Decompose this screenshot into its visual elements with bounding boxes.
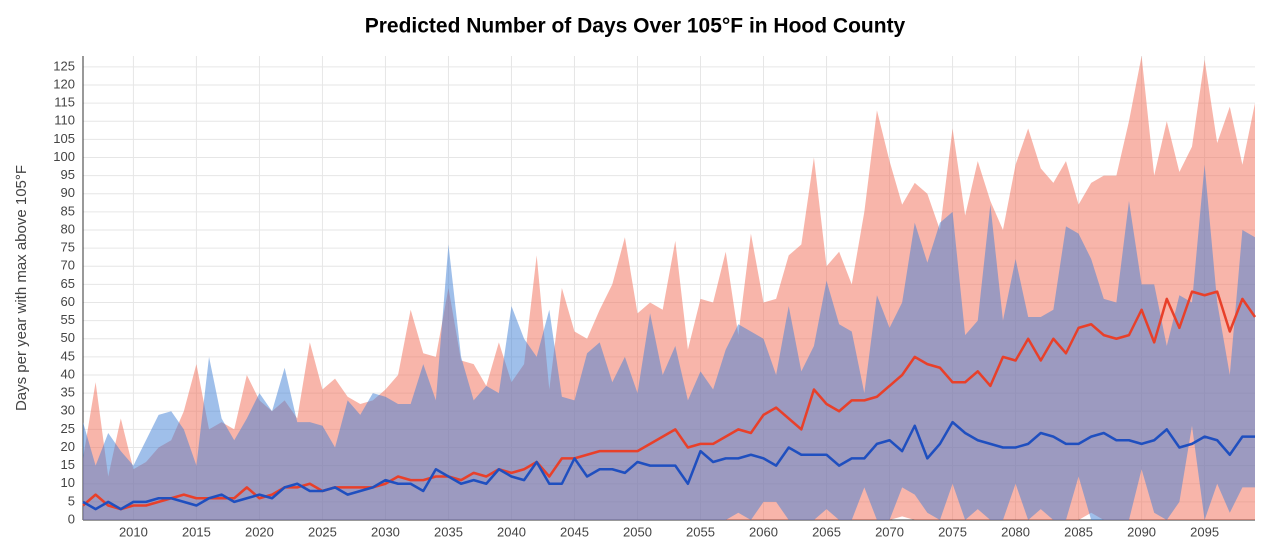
- x-tick-label: 2050: [623, 524, 652, 539]
- x-tick-label: 2020: [245, 524, 274, 539]
- x-tick-label: 2065: [812, 524, 841, 539]
- y-tick-label: 45: [61, 348, 75, 363]
- y-tick-label: 110: [54, 113, 75, 128]
- y-tick-label: 35: [61, 385, 75, 400]
- mean-line: [82, 290, 1257, 511]
- y-tick-label: 95: [61, 167, 75, 182]
- y-tick-label: 50: [61, 330, 75, 345]
- y-tick-label: 125: [53, 58, 75, 73]
- y-tick-label: 60: [61, 294, 75, 309]
- y-tick-label: 40: [61, 366, 75, 381]
- y-tick-label: 0: [68, 511, 75, 526]
- y-tick-label: 85: [61, 203, 75, 218]
- y-tick-label: 80: [61, 221, 75, 236]
- y-tick-label: 30: [61, 403, 75, 418]
- chart-title: Predicted Number of Days Over 105°F in H…: [365, 15, 906, 38]
- y-tick-label: 55: [61, 312, 75, 327]
- y-tick-label: 25: [61, 421, 75, 436]
- x-tick-label: 2060: [749, 524, 778, 539]
- x-tick-label: 2090: [1127, 524, 1156, 539]
- y-tick-label: 75: [61, 240, 75, 255]
- y-tick-label: 10: [61, 475, 75, 490]
- y-tick-label: 15: [61, 457, 75, 472]
- y-tick-label: 105: [53, 131, 75, 146]
- x-tick-label: 2035: [434, 524, 463, 539]
- y-tick-label: 100: [53, 149, 75, 164]
- x-tick-label: 2030: [371, 524, 400, 539]
- x-tick-label: 2040: [497, 524, 526, 539]
- x-tick-label: 2055: [686, 524, 715, 539]
- y-tick-label: 20: [61, 439, 75, 454]
- mean-line: [82, 420, 1255, 511]
- x-tick-label: 2080: [1001, 524, 1030, 539]
- y-tick-label: 5: [68, 493, 75, 508]
- y-axis-label: Days per year with max above 105°F: [13, 165, 30, 411]
- y-tick-label: 120: [53, 76, 75, 91]
- x-tick-label: 2045: [560, 524, 589, 539]
- x-tick-label: 2025: [308, 524, 337, 539]
- x-tick-label: 2095: [1190, 524, 1219, 539]
- x-tick-label: 2015: [182, 524, 211, 539]
- x-tick-label: 2085: [1064, 524, 1093, 539]
- y-tick-label: 65: [61, 276, 75, 291]
- x-tick-label: 2010: [119, 524, 148, 539]
- x-tick-label: 2070: [875, 524, 904, 539]
- x-tick-label: 2075: [938, 524, 967, 539]
- y-tick-label: 115: [54, 95, 75, 110]
- y-tick-label: 90: [61, 185, 75, 200]
- y-tick-label: 70: [61, 258, 75, 273]
